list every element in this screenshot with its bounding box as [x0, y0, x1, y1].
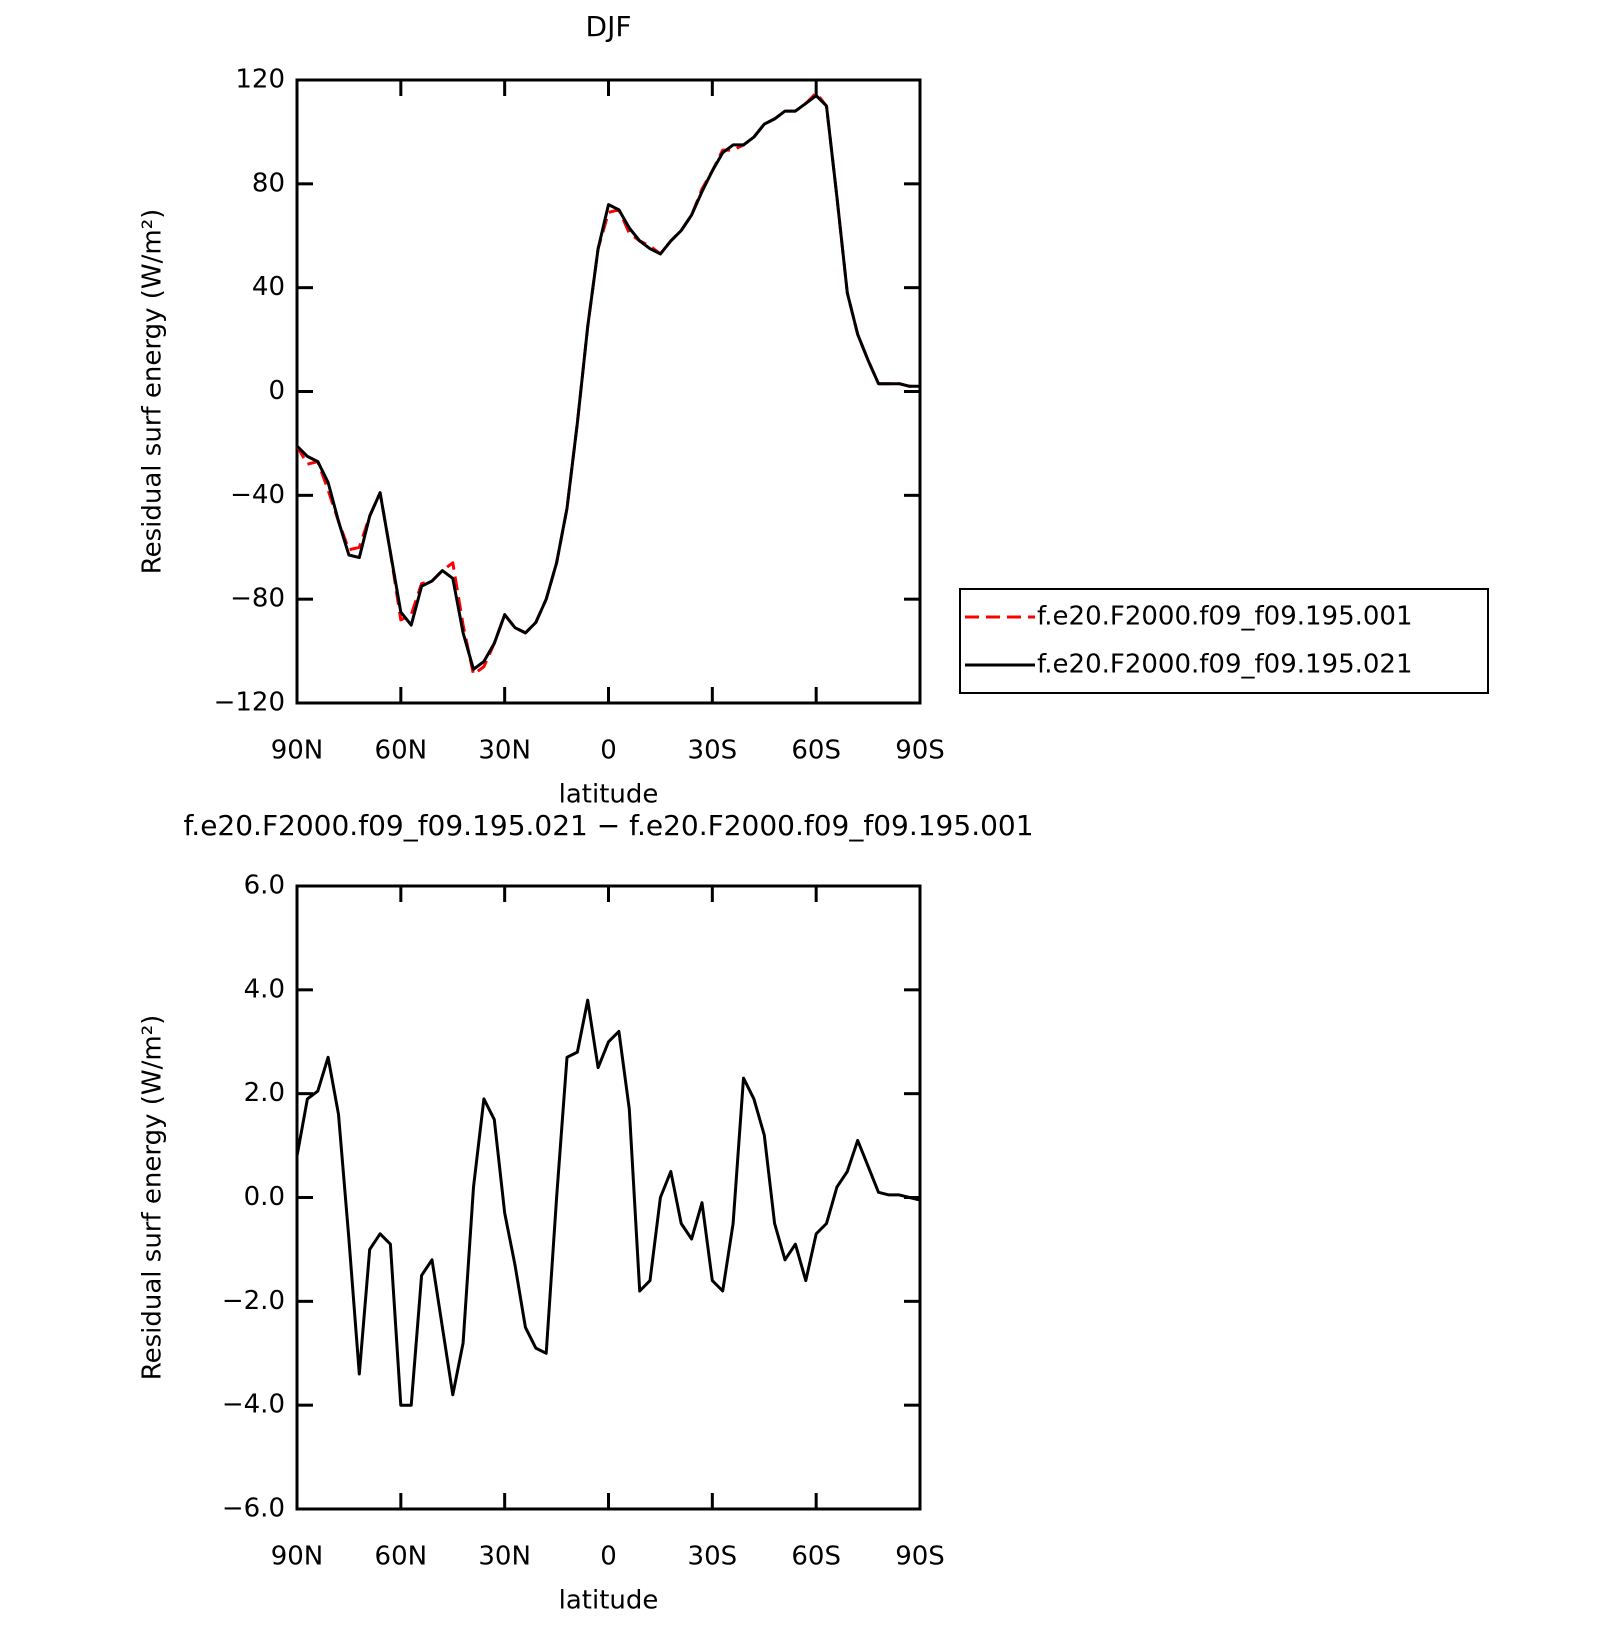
y-tick-label: −2.0	[222, 1286, 285, 1316]
x-tick-label: 60S	[791, 736, 841, 766]
plot-frame	[295, 78, 922, 705]
x-axis-label: latitude	[559, 780, 659, 810]
data-line	[295, 998, 921, 1407]
y-axis-label: Residual surf energy (W/m²)	[138, 209, 168, 575]
x-tick-label: 30S	[688, 1542, 738, 1572]
x-tick-label: 30N	[478, 736, 531, 766]
y-tick-label: −6.0	[222, 1494, 285, 1524]
y-tick-label: 6.0	[244, 871, 285, 901]
y-tick-label: 80	[252, 168, 285, 198]
legend-box	[959, 588, 1489, 694]
chart-title: DJF	[586, 10, 632, 43]
x-tick-label: 90S	[895, 736, 945, 766]
y-tick-label: 40	[252, 272, 285, 302]
x-tick-label: 0	[600, 736, 617, 766]
y-tick-label: −4.0	[222, 1390, 285, 1420]
x-axis-label: latitude	[559, 1586, 659, 1616]
data-line	[295, 91, 920, 676]
x-tick-label: 30S	[688, 736, 738, 766]
y-tick-label: 2.0	[244, 1078, 285, 1108]
y-tick-label: −80	[230, 584, 285, 614]
x-tick-label: 30N	[478, 1542, 531, 1572]
plot-frame	[295, 884, 922, 1511]
y-tick-label: 120	[235, 65, 285, 95]
x-tick-label: 60N	[375, 1542, 428, 1572]
y-tick-label: −120	[214, 688, 285, 718]
y-tick-label: −40	[230, 480, 285, 510]
y-tick-label: 0	[268, 376, 285, 406]
legend-label: f.e20.F2000.f09_f09.195.021	[1037, 650, 1413, 680]
legend-label: f.e20.F2000.f09_f09.195.001	[1037, 602, 1413, 632]
x-tick-label: 60N	[375, 736, 428, 766]
y-axis-label: Residual surf energy (W/m²)	[138, 1015, 168, 1381]
x-tick-label: 90N	[271, 1542, 324, 1572]
y-tick-label: 4.0	[244, 974, 285, 1004]
data-line	[295, 94, 920, 671]
x-tick-label: 60S	[791, 1542, 841, 1572]
x-tick-label: 0	[600, 1542, 617, 1572]
chart-title: f.e20.F2000.f09_f09.195.021 − f.e20.F200…	[183, 809, 1033, 842]
x-tick-label: 90S	[895, 1542, 945, 1572]
y-tick-label: 0.0	[244, 1182, 285, 1212]
x-tick-label: 90N	[271, 736, 324, 766]
